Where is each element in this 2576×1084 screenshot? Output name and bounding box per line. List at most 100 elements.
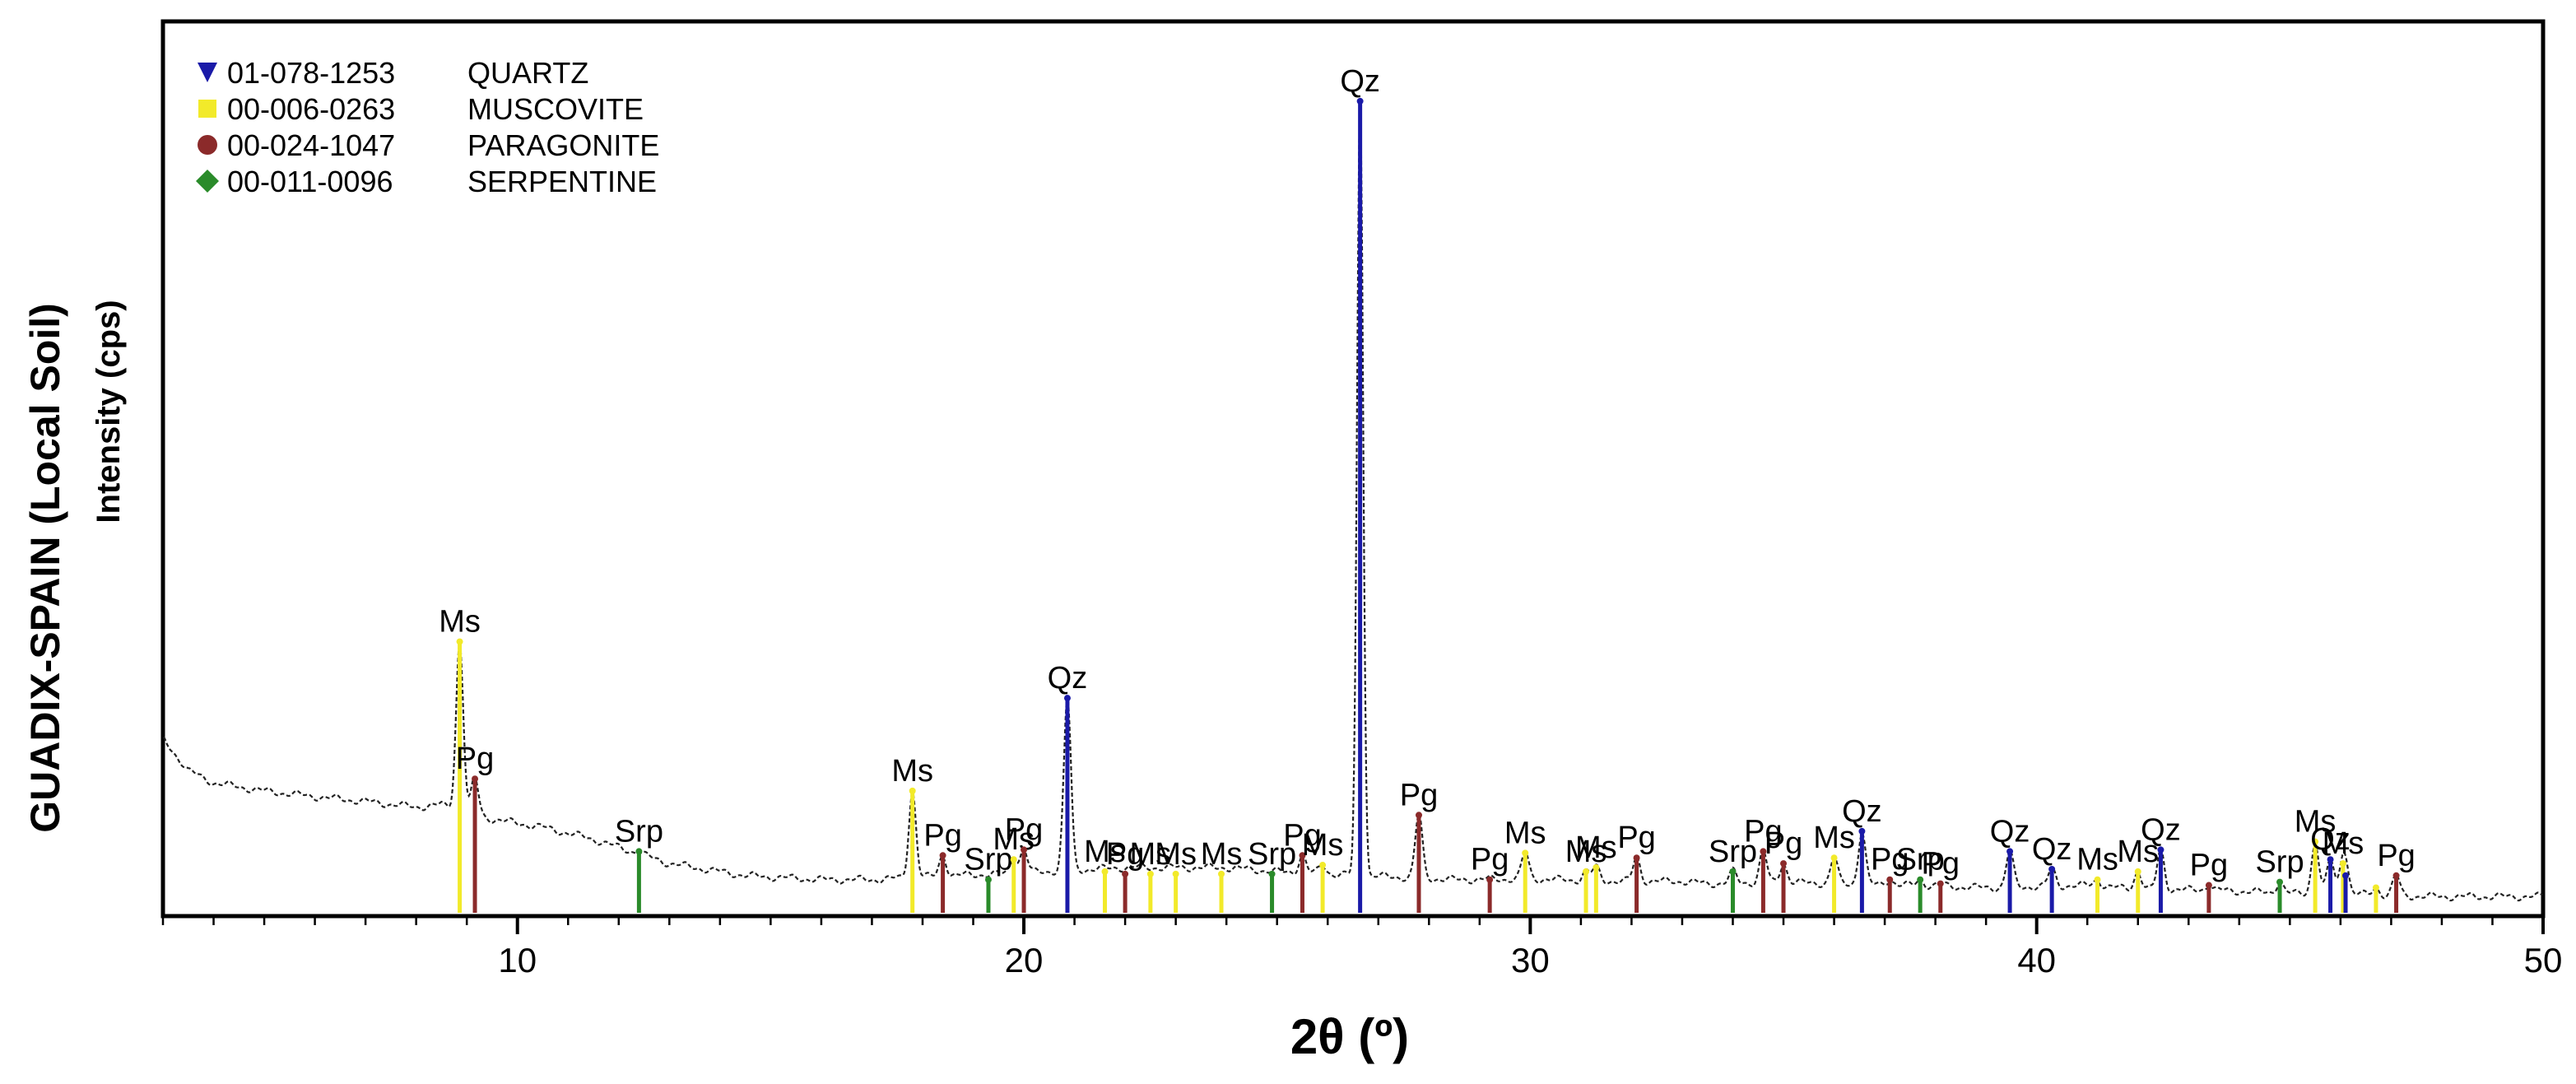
- peak-paragonite: [1415, 812, 1422, 913]
- peak-marker: [2327, 856, 2334, 863]
- y-axis-label: Intensity (cps): [91, 300, 127, 523]
- peak-label: Qz: [1048, 661, 1088, 696]
- peak-paragonite: [1122, 870, 1129, 913]
- peak-paragonite: [1937, 880, 1944, 913]
- peak-label: Srp: [2255, 845, 2304, 880]
- peak-marker: [1633, 854, 1640, 862]
- peak-marker: [2339, 860, 2346, 868]
- peak-muscovite: [2094, 876, 2101, 913]
- peak-marker: [1021, 846, 1028, 854]
- diffraction-pattern: [163, 102, 2543, 902]
- peak-marker: [2372, 884, 2379, 891]
- legend-item: 00-011-0096 SERPENTINE: [196, 165, 657, 198]
- x-tick-label: 10: [498, 941, 537, 979]
- peak-muscovite: [1522, 849, 1529, 913]
- peak-quartz: [1356, 97, 1364, 913]
- peak-muscovite: [1101, 868, 1109, 913]
- peak-muscovite: [1830, 854, 1838, 913]
- peak-serpentine: [1268, 870, 1276, 913]
- peak-label: Pg: [1922, 847, 1960, 882]
- peak-marker: [939, 852, 946, 859]
- legend-code: 01-078-1253: [227, 56, 395, 90]
- peak-marker: [1172, 870, 1179, 877]
- peak-label: Qz: [1990, 814, 2030, 849]
- peak-label: Srp: [1248, 837, 1296, 872]
- peak-marker: [2342, 872, 2350, 879]
- peak-marker: [2276, 878, 2284, 886]
- peak-serpentine: [1729, 868, 1737, 913]
- peak-muscovite: [2312, 838, 2319, 913]
- peak-marker: [2006, 848, 2014, 855]
- square-icon: [198, 100, 216, 118]
- diamond-icon: [196, 170, 219, 193]
- x-tick-label: 20: [1005, 941, 1044, 979]
- peak-marker: [2312, 838, 2319, 845]
- peak-marker: [2392, 872, 2400, 879]
- peak-label: Pg: [1283, 818, 1321, 853]
- peak-marker: [1101, 868, 1109, 875]
- peak-label: Qz: [2141, 812, 2181, 847]
- peak-muscovite: [1146, 870, 1154, 913]
- peak-marker: [1858, 827, 1866, 835]
- peak-label: Ms: [1084, 835, 1126, 869]
- legend-name: PARAGONITE: [467, 128, 659, 162]
- peak-label: Ms: [993, 822, 1035, 857]
- peak-marker: [1583, 868, 1590, 875]
- x-axis-label: 2θ (º): [1290, 1009, 1409, 1064]
- peak-label: Ms: [439, 605, 481, 640]
- peak-quartz: [2157, 846, 2164, 913]
- triangle-down-icon: [198, 63, 217, 82]
- peak-label: Pg: [456, 742, 494, 776]
- peak-marker: [456, 638, 463, 645]
- peak-quartz: [2006, 848, 2014, 913]
- peak-marker: [2134, 868, 2141, 875]
- peak-serpentine: [2276, 878, 2284, 913]
- peak-marker: [1830, 854, 1838, 862]
- peak-marker: [2094, 876, 2101, 883]
- peak-muscovite: [2372, 884, 2379, 913]
- circle-icon: [198, 135, 217, 155]
- peak-label: Ms: [891, 754, 933, 789]
- peak-label: Ms: [1302, 828, 1344, 863]
- peak-label: Ms: [1130, 837, 1172, 872]
- legend-code: 00-006-0263: [227, 92, 395, 126]
- peak-marker: [909, 787, 916, 794]
- peak-paragonite: [2392, 872, 2400, 913]
- peak-label: Ms: [1565, 835, 1607, 869]
- peak-label: Pg: [1744, 814, 1782, 849]
- peak-muscovite: [1319, 862, 1327, 913]
- peak-label: Srp: [1709, 835, 1757, 869]
- peak-muscovite: [2339, 860, 2346, 913]
- peak-quartz: [2327, 856, 2334, 913]
- peak-marker: [1319, 862, 1327, 869]
- peak-marker: [1010, 856, 1017, 863]
- peak-paragonite: [1633, 854, 1640, 913]
- peak-marker: [2048, 865, 2056, 872]
- peak-paragonite: [2205, 882, 2212, 913]
- legend-code: 00-011-0096: [227, 165, 393, 198]
- peak-label: Pg: [1471, 843, 1509, 877]
- peak-label: Pg: [2190, 849, 2228, 883]
- peak-marker: [2205, 882, 2212, 889]
- peak-muscovite: [1010, 856, 1017, 913]
- legend-item: 00-006-0263 MUSCOVITE: [198, 92, 644, 126]
- peak-marker: [1760, 848, 1767, 855]
- peak-quartz: [2342, 872, 2350, 913]
- peak-marker: [984, 876, 992, 883]
- peak-label: Pg: [1765, 826, 1802, 861]
- x-tick-label: 50: [2524, 941, 2563, 979]
- peak-marker: [1299, 852, 1306, 859]
- peak-muscovite: [456, 638, 463, 913]
- peak-marker: [1268, 870, 1276, 877]
- peak-paragonite: [472, 775, 479, 913]
- legend-item: 00-024-1047 PARAGONITE: [198, 128, 659, 162]
- peak-label: Ms: [2295, 805, 2337, 840]
- peak-label: Qz: [1842, 794, 1882, 829]
- peak-marker: [1122, 870, 1129, 877]
- peak-marker: [635, 848, 643, 855]
- peak-marker: [1522, 849, 1529, 857]
- peak-muscovite: [1583, 868, 1590, 913]
- peak-marker: [1218, 870, 1225, 877]
- peak-paragonite: [1760, 848, 1767, 913]
